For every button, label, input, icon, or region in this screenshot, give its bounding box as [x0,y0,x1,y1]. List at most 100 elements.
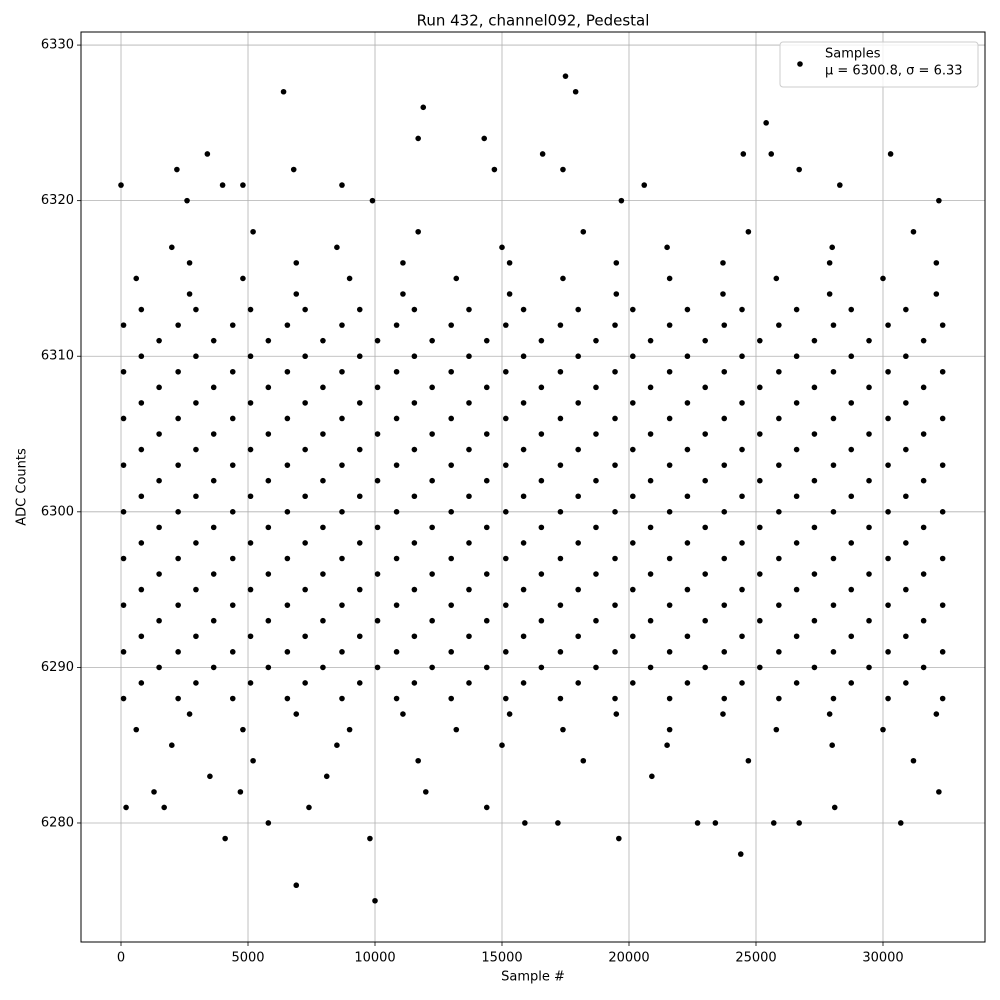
point [666,322,673,328]
point [393,649,400,655]
point [210,337,217,344]
point [684,586,691,593]
point [284,509,291,515]
point [429,571,435,577]
point [193,446,199,453]
point [265,571,272,577]
point [796,820,802,826]
point [560,726,566,733]
point [411,540,418,546]
point [175,509,181,515]
point [499,244,505,251]
point [156,571,162,577]
point [737,851,744,857]
point [593,571,599,577]
point [302,400,308,406]
point [448,649,455,655]
point [210,431,217,437]
point [250,757,256,764]
point [593,477,599,484]
point [367,835,373,842]
point [133,275,140,282]
point [429,337,435,344]
point [320,664,326,671]
point [265,431,272,437]
point [739,540,745,546]
point [210,524,217,531]
point [448,415,455,422]
point [666,649,673,655]
y-tick-label: 6280 [41,815,74,830]
plot-frame [80,31,986,943]
point [229,695,236,702]
y-tick-label: 6290 [41,660,74,675]
point [302,633,308,640]
point [520,493,527,500]
point [302,353,308,360]
point [320,477,326,484]
point [520,306,527,313]
point [664,742,670,748]
point [229,602,236,608]
point [768,151,775,157]
point [630,446,636,453]
point [400,260,406,266]
point [885,509,891,515]
point [739,633,745,640]
point [393,462,400,468]
point [506,291,513,297]
legend-box [779,41,979,88]
point [939,649,946,655]
point [339,509,345,515]
point [240,182,246,188]
point [572,88,579,95]
point [866,617,872,624]
point [612,415,618,422]
point [557,602,564,608]
point [933,291,940,297]
point [250,228,256,235]
point [138,586,145,593]
x-tick-label: 5000 [231,951,264,966]
point [630,400,636,406]
point [247,400,254,406]
point [138,400,145,406]
point [702,431,708,437]
point [557,462,564,468]
point [520,680,527,686]
point [557,368,564,375]
point [773,726,780,733]
point [557,555,564,562]
point [757,477,763,484]
point [939,368,946,375]
point [920,617,927,624]
point [393,322,400,328]
point [210,664,217,671]
point [265,617,272,624]
point [207,773,213,780]
point [612,322,618,328]
point [453,275,460,282]
point [229,415,236,422]
point [503,322,509,328]
point [793,586,800,593]
point [538,664,545,671]
point [910,757,917,764]
point [776,509,782,515]
point [666,695,673,702]
point [120,509,127,515]
point [684,446,691,453]
point [429,384,435,391]
point [138,493,145,500]
point [356,353,363,360]
point [773,275,780,282]
point [133,726,140,733]
point [466,680,472,686]
point [903,540,909,546]
point [265,664,272,671]
point [538,524,545,531]
point [684,540,691,546]
point [247,586,254,593]
point [920,431,927,437]
point [284,322,291,328]
